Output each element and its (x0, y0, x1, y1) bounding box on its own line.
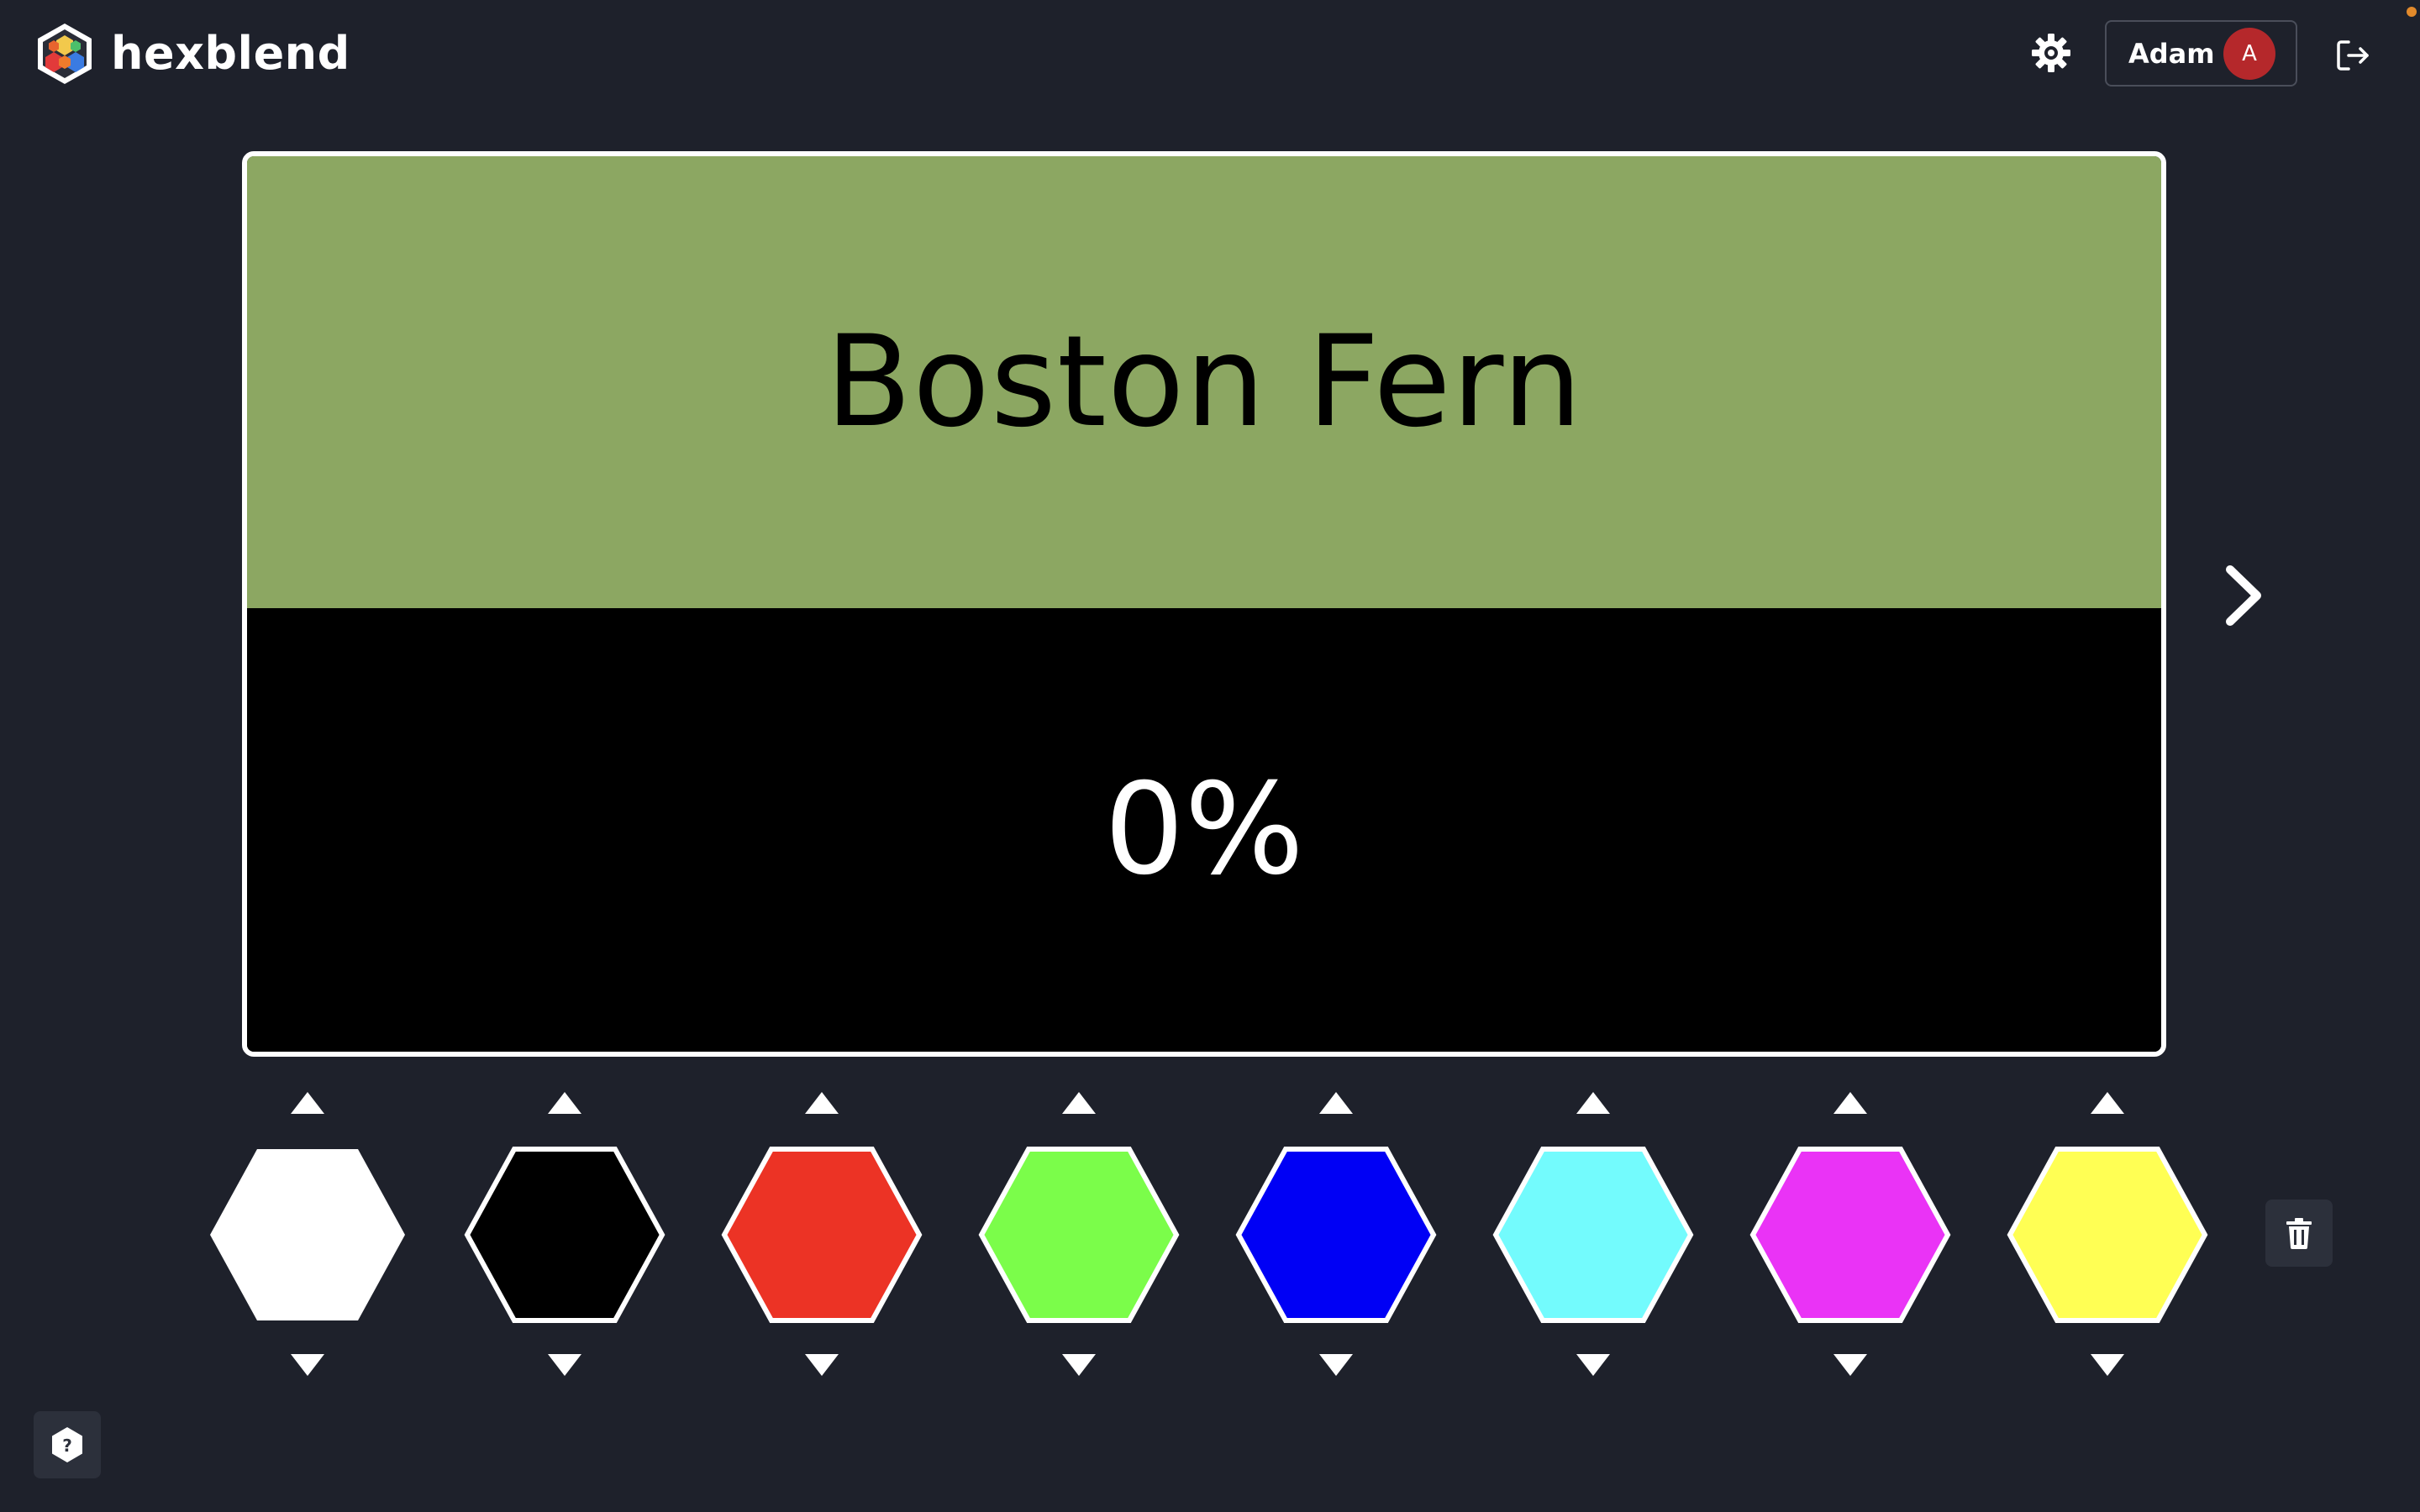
logout-icon (2337, 40, 2369, 71)
trash-icon (2286, 1218, 2312, 1249)
blend-color-panel: 0% (247, 608, 2161, 1052)
increase-blue-button[interactable] (1318, 1090, 1355, 1116)
caret-up-icon (2091, 1092, 2124, 1114)
caret-down-icon (291, 1354, 324, 1376)
hexagon-shape (2007, 1147, 2208, 1323)
svg-text:?: ? (62, 1436, 72, 1456)
decrease-yellow-button[interactable] (2089, 1352, 2126, 1378)
color-comparison-card: Boston Fern 0% (242, 151, 2166, 1057)
caret-down-icon (1833, 1354, 1867, 1376)
caret-up-icon (1833, 1092, 1867, 1114)
caret-down-icon (1319, 1354, 1353, 1376)
match-percentage: 0% (1104, 757, 1304, 903)
increase-magenta-button[interactable] (1832, 1090, 1869, 1116)
color-swatch-cyan (1492, 1084, 1694, 1386)
color-swatch-red (721, 1084, 923, 1386)
color-swatch-black (464, 1084, 666, 1386)
caret-down-icon (805, 1354, 839, 1376)
hexblend-logo-icon (38, 24, 92, 84)
next-color-button[interactable] (2218, 564, 2269, 627)
gear-icon (2032, 34, 2070, 72)
caret-up-icon (548, 1092, 581, 1114)
user-menu-button[interactable]: Adam A (2105, 20, 2297, 87)
decrease-red-button[interactable] (803, 1352, 840, 1378)
decrease-white-button[interactable] (289, 1352, 326, 1378)
caret-up-icon (805, 1092, 839, 1114)
hexagon-shape (721, 1147, 923, 1323)
decrease-black-button[interactable] (546, 1352, 583, 1378)
decrease-cyan-button[interactable] (1575, 1352, 1612, 1378)
increase-black-button[interactable] (546, 1090, 583, 1116)
caret-up-icon (1062, 1092, 1096, 1114)
decrease-green-button[interactable] (1060, 1352, 1097, 1378)
hexagon-shape (210, 1149, 405, 1320)
decrease-magenta-button[interactable] (1832, 1352, 1869, 1378)
increase-yellow-button[interactable] (2089, 1090, 2126, 1116)
app-logo[interactable]: hexblend (35, 22, 350, 86)
logout-button[interactable] (2333, 35, 2374, 76)
increase-red-button[interactable] (803, 1090, 840, 1116)
color-swatch-white (207, 1084, 408, 1386)
color-swatch-green (978, 1084, 1180, 1386)
hexagon-shape (1235, 1147, 1437, 1323)
green-hexagon[interactable] (978, 1146, 1180, 1324)
target-color-panel: Boston Fern (247, 156, 2161, 608)
settings-button[interactable] (2030, 32, 2072, 74)
caret-down-icon (1576, 1354, 1610, 1376)
clear-mix-button[interactable] (2265, 1200, 2333, 1267)
caret-up-icon (1319, 1092, 1353, 1114)
app-name: hexblend (111, 27, 350, 80)
chevron-right-icon (2226, 565, 2261, 626)
help-hexagon-icon: ? (52, 1427, 82, 1462)
hexagon-shape (1492, 1147, 1694, 1323)
color-swatch-yellow (2007, 1084, 2208, 1386)
increase-cyan-button[interactable] (1575, 1090, 1612, 1116)
avatar: A (2223, 27, 2275, 80)
increase-green-button[interactable] (1060, 1090, 1097, 1116)
yellow-hexagon[interactable] (2007, 1146, 2208, 1324)
target-color-name: Boston Fern (825, 309, 1583, 455)
hexagon-shape (1749, 1147, 1951, 1323)
help-button[interactable]: ? (34, 1411, 101, 1478)
decrease-blue-button[interactable] (1318, 1352, 1355, 1378)
black-hexagon[interactable] (464, 1146, 666, 1324)
caret-up-icon (291, 1092, 324, 1114)
caret-down-icon (548, 1354, 581, 1376)
blue-hexagon[interactable] (1235, 1146, 1437, 1324)
color-swatch-blue (1235, 1084, 1437, 1386)
caret-up-icon (1576, 1092, 1610, 1114)
increase-white-button[interactable] (289, 1090, 326, 1116)
caret-down-icon (2091, 1354, 2124, 1376)
magenta-hexagon[interactable] (1749, 1146, 1951, 1324)
red-hexagon[interactable] (721, 1146, 923, 1324)
white-hexagon[interactable] (207, 1146, 408, 1324)
status-dot (2407, 7, 2417, 17)
hexagon-shape (464, 1147, 666, 1323)
hexagon-shape (978, 1147, 1180, 1323)
color-swatch-magenta (1749, 1084, 1951, 1386)
caret-down-icon (1062, 1354, 1096, 1376)
cyan-hexagon[interactable] (1492, 1146, 1694, 1324)
user-name: Adam (2128, 37, 2215, 70)
